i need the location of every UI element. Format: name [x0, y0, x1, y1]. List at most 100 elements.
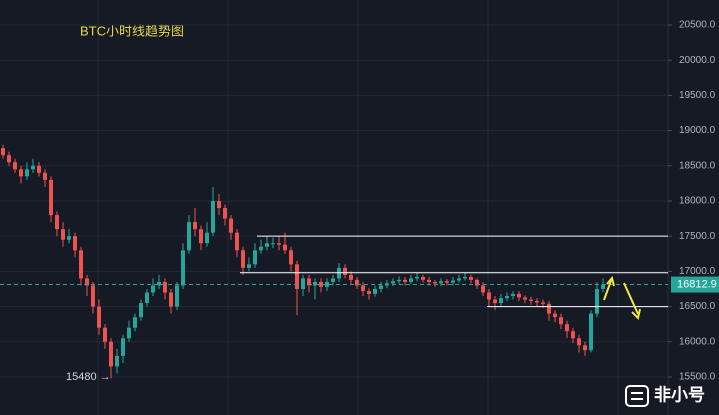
candle-body: [409, 278, 413, 282]
candle-body: [433, 281, 437, 284]
candle-body: [415, 277, 419, 279]
candle-body: [85, 278, 89, 286]
candle-body: [103, 327, 107, 342]
candle-body: [163, 281, 167, 293]
candle-body: [541, 302, 545, 304]
candle-body: [19, 169, 23, 177]
candle-body: [601, 284, 605, 289]
candle-body: [1, 148, 5, 156]
candle-body: [481, 285, 485, 293]
candle-body: [259, 246, 263, 251]
y-tick-label: 19500.0: [679, 90, 716, 101]
candle-body: [247, 264, 251, 268]
arrow-head: [631, 308, 641, 320]
candle-body: [13, 162, 17, 170]
candle-body: [91, 285, 95, 307]
candle-body: [427, 279, 431, 282]
candle-body: [187, 222, 191, 251]
candle-body: [211, 200, 215, 233]
candle-body: [445, 281, 449, 283]
candle-body: [451, 280, 455, 283]
candle-body: [199, 229, 203, 244]
candle-body: [157, 281, 161, 286]
candle-body: [301, 278, 305, 289]
candle-body: [469, 277, 473, 280]
candle-body: [463, 277, 467, 279]
candle-body: [343, 267, 347, 275]
candle-body: [175, 285, 179, 307]
candle-body: [109, 341, 113, 367]
candle-body: [379, 285, 383, 289]
candle-body: [373, 288, 377, 294]
candle-body: [25, 169, 29, 177]
arrow-head: [606, 275, 615, 287]
candle-body: [193, 222, 197, 230]
watermark: 非小号: [625, 384, 705, 407]
candle-body: [595, 288, 599, 314]
candle-body: [493, 299, 497, 304]
candle-body: [499, 298, 503, 304]
arrow-up: [603, 277, 613, 301]
candle-body: [67, 236, 71, 240]
candle-body: [391, 281, 395, 284]
candle-body: [397, 279, 401, 282]
last-price-label: 16812.9: [677, 278, 717, 290]
candle-body: [511, 293, 515, 297]
candle-body: [577, 338, 581, 346]
y-tick-label: 19000.0: [679, 125, 716, 136]
last-price-box: [671, 276, 719, 293]
candle-body: [589, 313, 593, 351]
candle-body: [319, 281, 323, 287]
candle-body: [115, 355, 119, 367]
candle-body: [55, 215, 59, 230]
y-tick-label: 16000.0: [679, 336, 716, 347]
candle-body: [133, 317, 137, 328]
candle-body: [127, 327, 131, 339]
candle-body: [313, 281, 317, 286]
candle-body: [241, 250, 245, 268]
candle-body: [151, 285, 155, 293]
candle-body: [565, 324, 569, 332]
candle-body: [79, 250, 83, 279]
candle-body: [355, 279, 359, 286]
candle-body: [295, 264, 299, 289]
candle-body: [523, 297, 527, 300]
candle-body: [205, 232, 209, 244]
candle-body: [529, 299, 533, 301]
candle-body: [421, 277, 425, 280]
candle-body: [307, 278, 311, 286]
low-annotation: 15480 →: [66, 371, 111, 383]
candle-body: [43, 172, 47, 180]
candle-body: [277, 243, 281, 245]
candle-body: [61, 229, 65, 240]
candle-body: [517, 293, 521, 298]
candle-body: [487, 292, 491, 300]
candle-body: [253, 250, 257, 265]
candle-body: [367, 291, 371, 294]
y-tick-label: 20000.0: [679, 55, 716, 66]
candle-body: [283, 244, 287, 251]
candle-body: [97, 306, 101, 328]
candle-body: [571, 331, 575, 339]
y-tick-label: 16500.0: [679, 301, 716, 312]
candle-body: [139, 303, 143, 318]
candle-body: [235, 232, 239, 251]
candle-body: [223, 208, 227, 219]
candle-body: [7, 155, 11, 163]
candle-body: [37, 165, 41, 173]
candle-body: [439, 281, 443, 284]
time-grid: [97, 0, 619, 415]
candle-body: [403, 279, 407, 282]
candle-body: [31, 165, 35, 170]
candle-body: [361, 285, 365, 292]
arrow-down: [623, 282, 639, 315]
y-tick-label: 18000.0: [679, 196, 716, 207]
candle-body: [289, 250, 293, 265]
candle-body: [475, 279, 479, 286]
candle-body: [181, 250, 185, 286]
y-tick-label: 17000.0: [679, 266, 716, 277]
candle-body: [229, 218, 233, 233]
candle-body: [349, 274, 353, 280]
